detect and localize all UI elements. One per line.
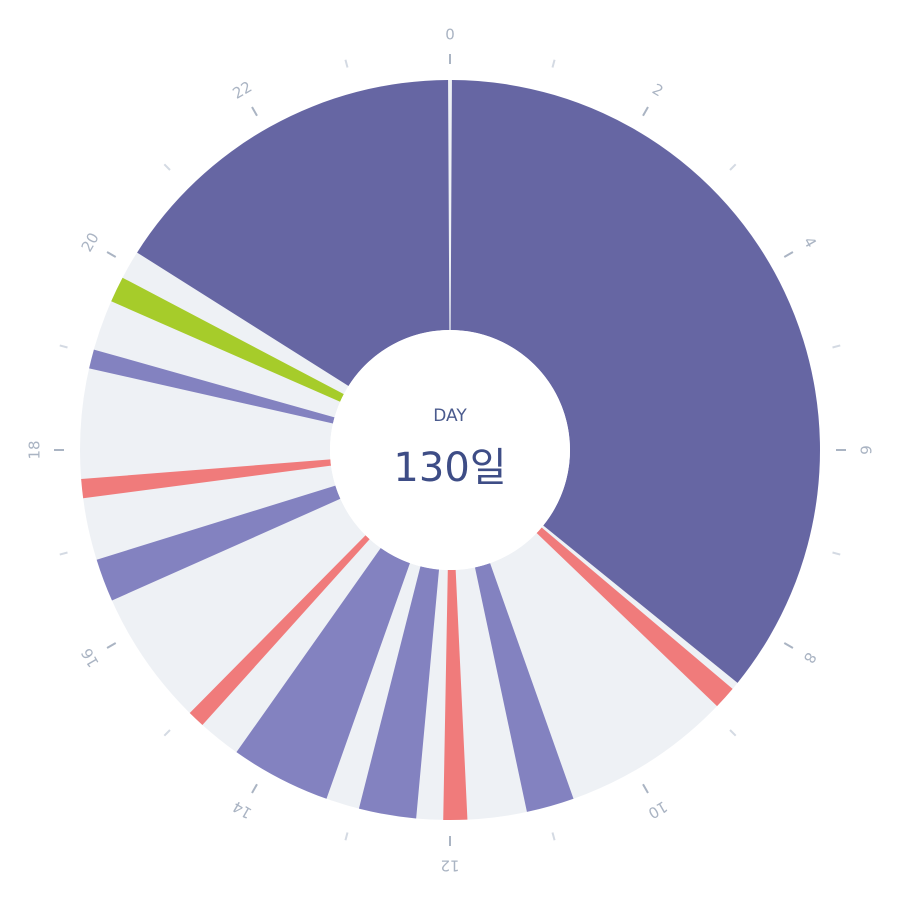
segment [450, 80, 820, 683]
segment [536, 527, 733, 707]
hour-label: 0 [445, 26, 455, 44]
hour-label: 14 [229, 797, 255, 822]
minor-tick [163, 163, 171, 171]
center-label: DAY [433, 406, 467, 426]
segment [89, 349, 335, 424]
minor-tick [551, 59, 556, 68]
hour-tick [106, 251, 117, 258]
segment [443, 569, 468, 820]
minor-tick [551, 832, 556, 841]
minor-tick [832, 344, 841, 349]
hour-label: 18 [26, 440, 44, 459]
hour-tick [642, 106, 649, 117]
segment [358, 566, 440, 819]
hour-label: 10 [645, 797, 671, 822]
hour-label: 6 [857, 445, 875, 455]
hour-label: 22 [229, 78, 255, 103]
hour-tick [106, 642, 117, 649]
minor-tick [729, 729, 737, 737]
hour-label: 16 [78, 645, 103, 671]
center-hole [330, 330, 570, 570]
minor-tick [344, 832, 349, 841]
segment [111, 277, 344, 402]
segment [189, 535, 370, 725]
minor-tick [59, 551, 68, 556]
hour-tick [783, 251, 794, 258]
segment [81, 459, 332, 499]
hour-tick [642, 783, 649, 794]
segments-layer [81, 80, 820, 820]
segment [474, 563, 574, 812]
hour-label: 20 [78, 229, 103, 255]
minor-tick [163, 729, 171, 737]
hour-tick [251, 106, 258, 117]
minor-tick [729, 163, 737, 171]
segment [96, 485, 341, 601]
minor-tick [344, 59, 349, 68]
hour-label: 4 [800, 234, 820, 251]
hour-label: 8 [800, 649, 820, 666]
hour-tick [783, 642, 794, 649]
hour-label: 2 [649, 80, 666, 100]
minor-tick [59, 344, 68, 349]
hour-tick [251, 783, 258, 794]
hour-label: 12 [440, 857, 459, 875]
minor-tick [832, 551, 841, 556]
segment [236, 547, 410, 799]
segment [137, 80, 450, 386]
center-value: 130일 [393, 445, 506, 491]
